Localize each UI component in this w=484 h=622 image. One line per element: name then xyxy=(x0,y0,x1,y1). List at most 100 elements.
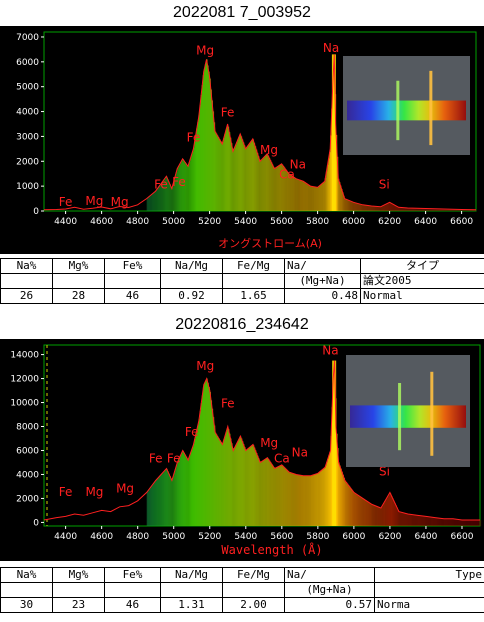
chart1-fill-band xyxy=(287,171,289,211)
chart1-fill-band xyxy=(174,176,177,211)
chart1-fill-band xyxy=(197,121,199,211)
chart1-fill-band xyxy=(460,209,463,211)
chart1-spectrum-photo-inset xyxy=(343,56,470,155)
chart1-inset-rainbow xyxy=(347,100,466,121)
table1-subheader-row: (Mg+Na) 論文2005 xyxy=(0,273,484,289)
chart2-element-label: Mg xyxy=(260,436,278,450)
chart2-inset-na-streak xyxy=(430,371,434,456)
chart2-fill-band xyxy=(460,519,462,526)
chart1-x-axis-label: オングストローム(A) xyxy=(218,236,322,250)
chart1-fill-band xyxy=(351,201,354,211)
chart2-x-tick-label: 6600 xyxy=(451,532,474,542)
chart2-fill-band xyxy=(390,495,393,526)
chart2-fill-band xyxy=(459,519,461,526)
table1-header-fe: Fe% xyxy=(104,258,161,274)
chart2-fill-band xyxy=(335,433,338,526)
table1-value-mg: 28 xyxy=(52,288,105,304)
chart1-fill-band xyxy=(207,65,209,211)
table2-sub-empty xyxy=(160,582,223,598)
chart1-fill-band xyxy=(386,203,388,211)
chart1-fill-band xyxy=(449,209,451,211)
chart2-element-label: Si xyxy=(379,465,390,479)
chart1-fill-band xyxy=(410,208,412,211)
chart1-fill-band xyxy=(437,208,439,211)
chart1-y-tick-label: 7000 xyxy=(16,33,39,43)
chart2-fill-band xyxy=(341,471,343,526)
chart2-fill-band xyxy=(360,497,363,526)
chart1-fill-band xyxy=(159,184,162,211)
chart1-fill-band xyxy=(184,162,186,211)
chart1-fill-band xyxy=(191,151,194,211)
chart2-fill-band xyxy=(419,515,421,526)
chart1-fill-band xyxy=(293,177,296,211)
chart2-fill-band xyxy=(245,450,247,526)
chart2-fill-band xyxy=(434,517,436,526)
chart1-fill-band xyxy=(468,209,471,211)
chart2-fill-band xyxy=(169,476,171,526)
chart1-fill-band xyxy=(188,162,191,211)
chart1-fill-band xyxy=(419,208,422,211)
chart1-fill-band xyxy=(245,147,248,211)
table2-subheader-row: (Mg+Na) xyxy=(0,582,484,598)
chart1-fill-band xyxy=(251,140,253,211)
chart2-fill-band xyxy=(221,443,223,526)
chart1-fill-band xyxy=(454,209,456,211)
chart1-fill-band xyxy=(248,144,250,211)
chart1-fill-band xyxy=(472,209,475,211)
chart2-fill-band xyxy=(261,461,263,526)
chart1-fill-band xyxy=(189,158,192,211)
table2-header-row: Na% Mg% Fe% Na/Mg Fe/Mg Na/ Type xyxy=(0,567,484,583)
chart1-x-tick-label: 5600 xyxy=(270,217,293,227)
chart2-fill-band xyxy=(248,447,250,526)
chart2-fill-band xyxy=(366,500,368,526)
chart1-fill-band xyxy=(305,183,307,211)
chart1-element-label: Fe xyxy=(172,175,186,189)
chart1-fill-band xyxy=(355,202,357,211)
chart2-fill-band xyxy=(299,475,301,526)
chart2-fill-band xyxy=(470,520,473,526)
chart2-fill-band xyxy=(162,471,165,526)
chart1-element-label: Fe xyxy=(154,178,168,192)
chart1-fill-band xyxy=(173,180,176,211)
chart1-fill-band xyxy=(297,179,300,211)
chart1-fill-band xyxy=(237,139,239,211)
chart2-fill-band xyxy=(400,512,403,526)
chart1-fill-band xyxy=(244,148,247,211)
chart2-fill-band xyxy=(479,520,482,526)
chart2-fill-band xyxy=(222,442,224,526)
chart2-fill-band xyxy=(475,520,477,526)
chart2-fill-band xyxy=(416,515,419,526)
table2-sub-empty xyxy=(0,582,53,598)
chart1-fill-band xyxy=(363,205,366,211)
chart1-fill-band xyxy=(215,133,218,211)
chart2-fill-band xyxy=(362,498,365,526)
table2-sub-empty xyxy=(222,582,285,598)
chart1-fill-band xyxy=(250,141,252,211)
chart1-element-label: Si xyxy=(379,178,390,192)
chart1-fill-band xyxy=(282,166,285,211)
chart1-x-tick-label: 4800 xyxy=(126,217,149,227)
chart2-fill-band xyxy=(295,474,298,526)
chart1-fill-band xyxy=(467,209,469,211)
chart2-fill-band xyxy=(268,460,271,526)
chart2-fill-band xyxy=(387,495,390,526)
chart1-fill-band xyxy=(180,162,182,211)
chart2-fill-band xyxy=(255,453,258,526)
chart2-fill-band xyxy=(246,449,248,526)
chart2-fill-band xyxy=(276,467,278,526)
chart1-fill-band xyxy=(434,208,437,211)
chart1-fill-band xyxy=(222,141,224,211)
chart1-fill-band xyxy=(372,206,374,211)
chart2-fill-band xyxy=(305,475,308,526)
table2-header-mg: Mg% xyxy=(52,567,105,583)
chart1-fill-band xyxy=(214,131,217,211)
stats-table-2: Na% Mg% Fe% Na/Mg Fe/Mg Na/ Type (Mg+Na)… xyxy=(0,567,484,613)
chart2-element-label: Fe xyxy=(149,451,163,465)
chart2-fill-band xyxy=(363,499,366,526)
chart2-fill-band xyxy=(340,468,342,526)
chart2-fill-band xyxy=(231,443,233,526)
chart2-fill-band xyxy=(273,467,275,526)
chart1-fill-band xyxy=(234,147,236,211)
chart1-fill-band xyxy=(471,209,474,211)
table1-sub-empty xyxy=(222,273,285,289)
